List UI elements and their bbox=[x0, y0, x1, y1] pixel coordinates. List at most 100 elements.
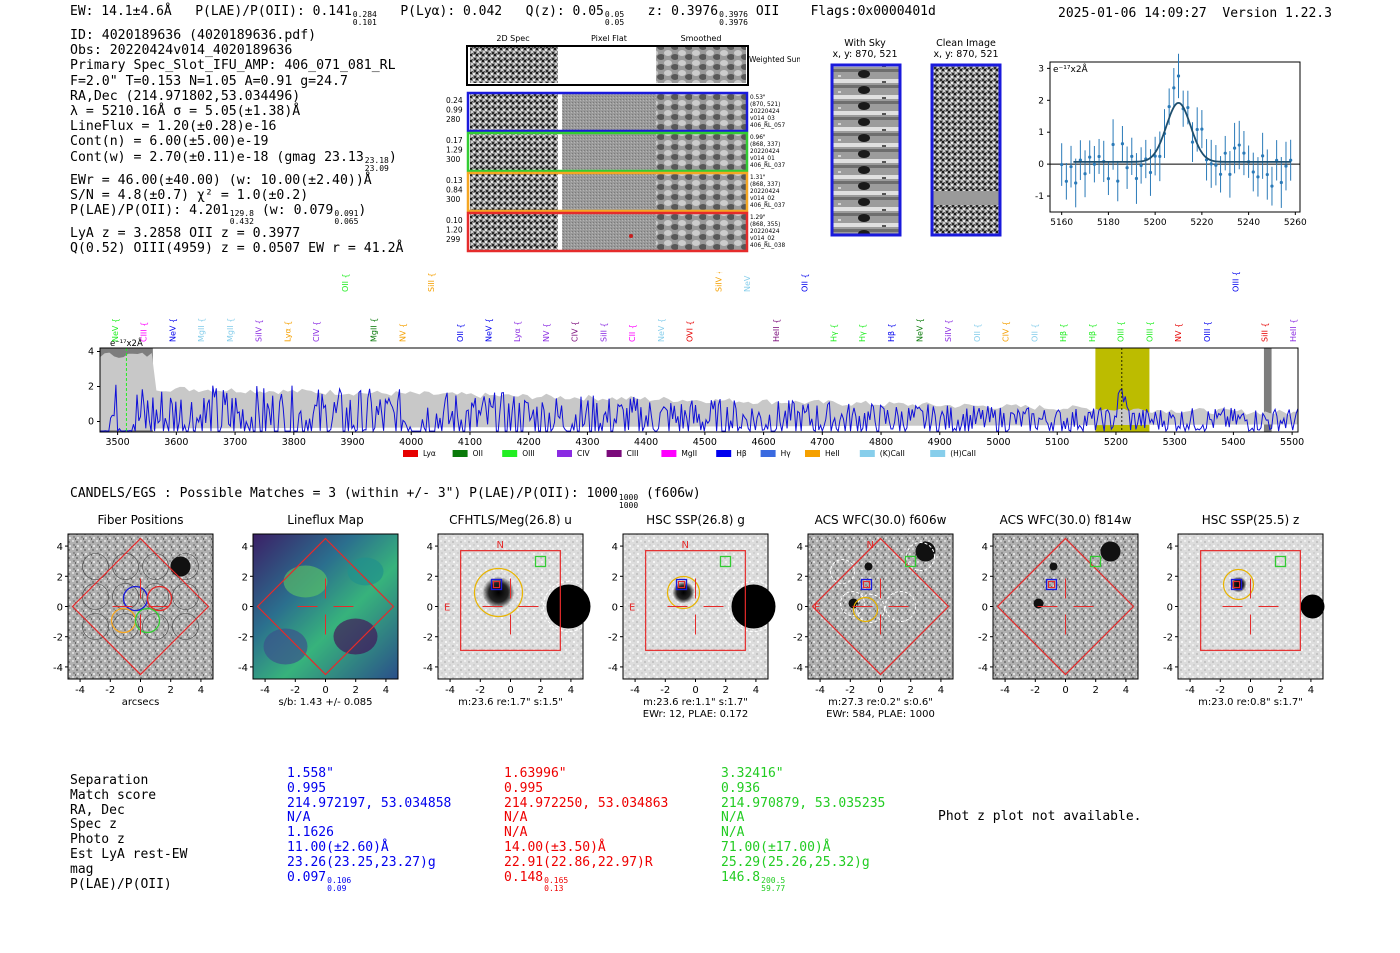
spectrum-xtick: 3900 bbox=[340, 437, 364, 448]
stamp-xtick: -2 bbox=[1215, 685, 1225, 696]
stamp-xtick: 4 bbox=[1123, 685, 1129, 696]
info-obs: Obs: 20220424v014_4020189636 bbox=[70, 43, 293, 59]
table-row-label: Match score bbox=[70, 787, 157, 803]
zoom-point bbox=[1158, 154, 1162, 158]
weighted-sum-row: Weighted Sum bbox=[466, 45, 800, 86]
stamp-xtick: -4 bbox=[75, 685, 85, 696]
zoom-xtick: 5180 bbox=[1097, 218, 1120, 228]
with-sky-image bbox=[830, 63, 902, 237]
zoom-point bbox=[1106, 176, 1111, 181]
table-cell: 25.29(25.26,25.32)g bbox=[721, 854, 870, 870]
detection-info: ID: 4020189636 (4020189636.pdf) Obs: 202… bbox=[70, 28, 403, 256]
cutout-left-value: 280 bbox=[446, 115, 461, 124]
emission-line-label: SiIV { bbox=[255, 319, 264, 342]
header-z-line: OII bbox=[755, 4, 780, 19]
stamp-xtick: 4 bbox=[753, 685, 759, 696]
cutout-right-value: 20220424 bbox=[750, 149, 780, 155]
zoom-point bbox=[1111, 142, 1115, 147]
zoom-point bbox=[1139, 163, 1143, 168]
stamp-image bbox=[68, 534, 213, 679]
spectrum-legend: Lyα OII OIII CIV CIII MgII Hβ Hγ HeII (K)CaII (H)C… bbox=[403, 449, 976, 458]
info-ewr: EWr = 46.00(±40.00) (w: 10.00(±2.40))Å bbox=[70, 172, 372, 188]
cutout-left-value: 0.17 bbox=[446, 136, 463, 145]
zoom-ylabel: e⁻¹⁷x2Å bbox=[1053, 63, 1089, 75]
emission-line-label: NeV { bbox=[657, 318, 666, 342]
zoom-ytick: 3 bbox=[1038, 64, 1044, 74]
zoom-point bbox=[1116, 179, 1120, 183]
zoom-point bbox=[1134, 176, 1139, 181]
zoom-point bbox=[1083, 172, 1087, 176]
zoom-point bbox=[1195, 127, 1199, 132]
stamp-ytick: 4 bbox=[797, 542, 803, 553]
zoom-point bbox=[1167, 105, 1171, 109]
zoom-point bbox=[1069, 165, 1073, 169]
table-cell: 1.558" bbox=[287, 766, 334, 781]
cutout-left-value: 300 bbox=[446, 155, 461, 164]
spectrum-xtick: 3500 bbox=[106, 437, 130, 448]
table-cell: 1.63996" bbox=[504, 766, 567, 781]
stamp-caption: m:23.0 re:0.8" s:1.7" bbox=[1198, 697, 1303, 708]
emission-line-label: NV { bbox=[1174, 323, 1183, 342]
zoom-point bbox=[1148, 170, 1153, 175]
match-col-1: 1.558" 0.995 214.972197, 53.034858 N/A 1.162… bbox=[287, 766, 451, 893]
weighted-sum-label-text: Weighted Sum bbox=[749, 55, 800, 64]
zoom-point bbox=[1251, 170, 1255, 174]
zoom-point bbox=[1130, 154, 1134, 158]
cutout-right-value: v014_01 bbox=[750, 156, 775, 162]
spectrum-ytick: 2 bbox=[88, 382, 94, 393]
zoom-point bbox=[1218, 172, 1223, 176]
stamp: Lineflux Map -4 -2 0 2 4 4 2 0 -2 -4 s/b: 1.43 +/- … bbox=[238, 513, 399, 708]
stamp-ytick: -2 bbox=[793, 633, 803, 644]
zoom-point bbox=[1237, 143, 1241, 147]
stamp-ytick: -4 bbox=[423, 663, 433, 674]
zoom-point bbox=[1078, 158, 1082, 162]
stamp-ytick: 4 bbox=[242, 542, 248, 553]
spectrum-line bbox=[100, 384, 1299, 433]
stamp-ytick: -2 bbox=[608, 633, 618, 644]
emission-line-label: OII { bbox=[973, 323, 982, 342]
zoom-ytick: -1 bbox=[1035, 192, 1044, 202]
emission-line-label: CIV { bbox=[571, 321, 580, 342]
info-cont-n: Cont(n) = 6.00(±5.00)e-19 bbox=[70, 134, 269, 150]
spectrum-xtick: 4600 bbox=[752, 437, 776, 448]
spectrum-xtick: 4300 bbox=[575, 437, 599, 448]
spectrum-xtick: 3700 bbox=[223, 437, 247, 448]
zoom-point bbox=[1256, 175, 1260, 179]
stamp-xtick: 2 bbox=[168, 685, 174, 696]
stamp-xtick: 4 bbox=[938, 685, 944, 696]
clean-image-title: Clean Image x, y: 870, 521 bbox=[933, 38, 999, 60]
stamp-ytick: -4 bbox=[53, 663, 63, 674]
stamp-xtick: 0 bbox=[692, 685, 698, 696]
info-cont-w: Cont(w) = 2.70(±0.11)e-18 (gmag 23.13 23.… bbox=[70, 149, 397, 173]
stamp-title: HSC SSP(25.5) z bbox=[1202, 513, 1300, 527]
stamp-xtick: 4 bbox=[198, 685, 204, 696]
spectrum-xtick: 5200 bbox=[1104, 437, 1128, 448]
zoom-point bbox=[1200, 127, 1204, 131]
compass-north: N bbox=[682, 540, 689, 551]
red-mask bbox=[1263, 348, 1272, 432]
stamp-caption: m:27.3 re:0.2" s:0.6" bbox=[828, 697, 933, 708]
table-row-label: Spec z bbox=[70, 817, 117, 833]
emission-line-label: HeII { bbox=[772, 319, 781, 342]
stamp-xtick: 4 bbox=[383, 685, 389, 696]
table-cell: N/A bbox=[721, 825, 745, 841]
header-ew: EW: 14.1±4.6Å bbox=[70, 4, 172, 19]
cutout-right-value: 406_RL_057 bbox=[750, 123, 785, 129]
match-col-2: 1.63996" 0.995 214.972250, 53.034863 N/A N/A… bbox=[504, 766, 668, 893]
compass-east: E bbox=[629, 603, 635, 614]
emission-line-label: NeV { bbox=[915, 318, 924, 342]
table-row-label: Est LyA rest-EW bbox=[70, 846, 188, 862]
cutout-right-value: (868, 337) bbox=[750, 142, 780, 148]
header-qz: Q(z): 0.05 bbox=[525, 4, 604, 19]
spectrum-xtick: 3600 bbox=[164, 437, 188, 448]
matches-title: CANDELS/EGS : Possible Matches = 3 (with… bbox=[70, 486, 701, 510]
zoom-point bbox=[1176, 74, 1181, 78]
stamp-ytick: 4 bbox=[427, 542, 433, 553]
header-meta: 2025-01-06 14:09:27 Version 1.22.3 bbox=[1058, 6, 1332, 21]
zoom-ytick: 1 bbox=[1038, 128, 1044, 138]
legend-label: CIV bbox=[577, 449, 590, 458]
table-cell-plae: 146.8 200.5 59.77 bbox=[721, 869, 786, 893]
zoom-point bbox=[1209, 162, 1213, 166]
